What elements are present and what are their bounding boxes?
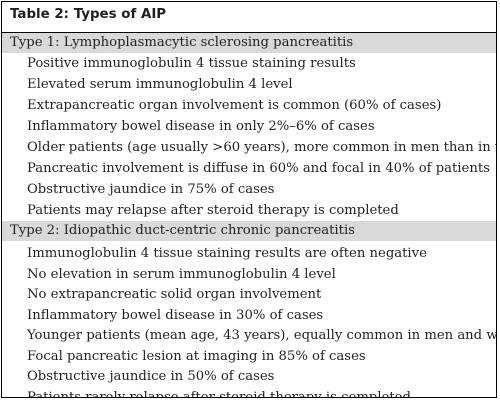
list-item: Immunoglobulin 4 tissue staining results… xyxy=(27,246,427,261)
section-type-2: Type 2: Idiopathic duct-centric chronic … xyxy=(2,221,496,398)
list-item: Obstructive jaundice in 50% of cases xyxy=(27,369,275,384)
list-item: Patients may relapse after steroid thera… xyxy=(27,203,399,218)
list-item: Inflammatory bowel disease in 30% of cas… xyxy=(27,307,324,323)
list-item: Positive immunoglobulin 4 tissue stainin… xyxy=(27,56,356,71)
section-header-type-1: Type 1: Lymphoplasmacytic sclerosing pan… xyxy=(2,33,496,53)
list-item: Patients rarely relapse after steroid th… xyxy=(27,389,411,398)
list-item: Obstructive jaundice in 75% of cases xyxy=(27,182,275,197)
list-item: Pancreatic involvement is diffuse in 60%… xyxy=(27,161,490,176)
list-item: Focal pancreatic lesion at imaging in 85… xyxy=(27,348,366,364)
table-title: Table 2: Types of AIP xyxy=(2,2,496,33)
list-item: Inflammatory bowel disease in only 2%–6%… xyxy=(27,119,375,134)
list-item: No elevation in serum immunoglobulin 4 l… xyxy=(27,266,336,282)
list-item: Elevated serum immunoglobulin 4 level xyxy=(27,77,293,92)
list-item: Younger patients (mean age, 43 years), e… xyxy=(27,328,496,343)
type-2-list: Immunoglobulin 4 tissue staining results… xyxy=(2,241,496,398)
type-1-list: Positive immunoglobulin 4 tissue stainin… xyxy=(2,53,496,221)
list-item: Older patients (age usually >60 years), … xyxy=(27,140,496,155)
section-header-type-2: Type 2: Idiopathic duct-centric chronic … xyxy=(2,221,496,241)
list-item: Extrapancreatic organ involvement is com… xyxy=(27,98,442,113)
list-item: No extrapancreatic solid organ involveme… xyxy=(27,287,322,302)
section-type-1: Type 1: Lymphoplasmacytic sclerosing pan… xyxy=(2,33,496,221)
